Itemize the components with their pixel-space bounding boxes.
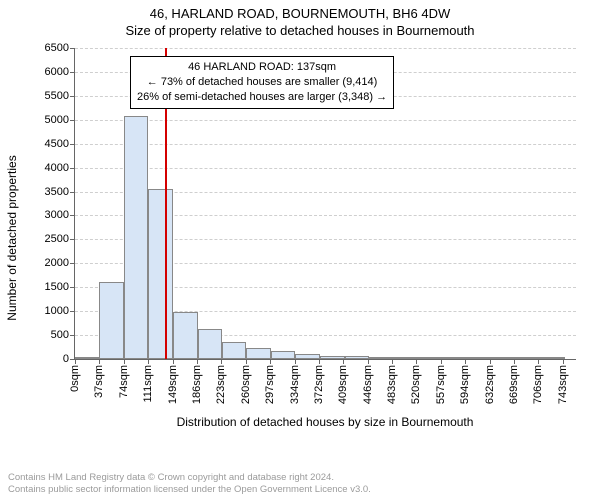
x-tick-mark	[563, 359, 564, 364]
x-tick-label: 223sqm	[215, 365, 227, 404]
attribution-footer: Contains HM Land Registry data © Crown c…	[8, 472, 371, 496]
histogram-bar	[148, 189, 173, 359]
histogram-bar	[467, 357, 492, 359]
x-tick-label: 483sqm	[386, 365, 398, 404]
y-tick-label: 1500	[45, 281, 75, 293]
x-tick-mark	[173, 359, 174, 364]
x-tick-mark	[246, 359, 247, 364]
y-tick-label: 6000	[45, 66, 75, 78]
histogram-bar	[246, 348, 270, 359]
x-tick-label: 260sqm	[240, 365, 252, 404]
histogram-bar	[516, 357, 540, 359]
x-tick-mark	[197, 359, 198, 364]
plot-area: 0500100015002000250030003500400045005000…	[74, 48, 576, 360]
x-tick-label: 632sqm	[484, 365, 496, 404]
x-tick-mark	[490, 359, 491, 364]
histogram-bar	[99, 282, 123, 360]
x-tick-mark	[538, 359, 539, 364]
histogram-bar	[442, 357, 466, 359]
gridline-h	[75, 120, 576, 121]
histogram-chart: Number of detached properties 0500100015…	[20, 48, 588, 428]
y-tick-label: 5500	[45, 90, 75, 102]
x-tick-label: 743sqm	[557, 365, 569, 404]
histogram-bar	[75, 357, 99, 359]
x-tick-mark	[514, 359, 515, 364]
y-tick-label: 1000	[45, 305, 75, 317]
x-tick-mark	[221, 359, 222, 364]
x-tick-label: 594sqm	[459, 365, 471, 404]
x-tick-mark	[343, 359, 344, 364]
gridline-h	[75, 144, 576, 145]
annotation-line: ← 73% of detached houses are smaller (9,…	[137, 75, 387, 90]
histogram-bar	[198, 329, 222, 359]
x-tick-label: 706sqm	[532, 365, 544, 404]
y-tick-label: 3500	[45, 186, 75, 198]
x-tick-mark	[124, 359, 125, 364]
y-tick-label: 4500	[45, 138, 75, 150]
histogram-bar	[124, 116, 148, 359]
x-tick-label: 297sqm	[264, 365, 276, 404]
y-tick-label: 2500	[45, 233, 75, 245]
histogram-bar	[540, 357, 564, 359]
x-tick-label: 334sqm	[289, 365, 301, 404]
x-tick-mark	[148, 359, 149, 364]
x-tick-label: 557sqm	[435, 365, 447, 404]
annotation-line: 26% of semi-detached houses are larger (…	[137, 90, 387, 105]
gridline-h	[75, 48, 576, 49]
histogram-bar	[492, 357, 516, 359]
x-tick-mark	[368, 359, 369, 364]
footer-line1: Contains HM Land Registry data © Crown c…	[8, 472, 371, 484]
x-tick-mark	[75, 359, 76, 364]
gridline-h	[75, 168, 576, 169]
y-axis-label: Number of detached properties	[5, 155, 19, 320]
y-tick-label: 6500	[45, 42, 75, 54]
x-tick-mark	[270, 359, 271, 364]
x-tick-label: 0sqm	[69, 365, 81, 392]
x-axis-label: Distribution of detached houses by size …	[74, 415, 576, 429]
x-tick-label: 409sqm	[337, 365, 349, 404]
x-tick-label: 186sqm	[191, 365, 203, 404]
y-tick-label: 2000	[45, 257, 75, 269]
y-tick-label: 0	[63, 353, 75, 365]
x-tick-label: 111sqm	[142, 365, 154, 403]
x-tick-label: 149sqm	[167, 365, 179, 404]
annotation-box: 46 HARLAND ROAD: 137sqm← 73% of detached…	[130, 56, 394, 109]
histogram-bar	[222, 342, 246, 359]
y-tick-label: 500	[51, 329, 75, 341]
histogram-bar	[173, 312, 197, 359]
histogram-bar	[320, 356, 344, 359]
x-tick-mark	[392, 359, 393, 364]
page-title-line2: Size of property relative to detached ho…	[0, 23, 600, 38]
histogram-bar	[393, 357, 417, 359]
y-tick-label: 5000	[45, 114, 75, 126]
x-tick-mark	[295, 359, 296, 364]
y-tick-label: 3000	[45, 209, 75, 221]
x-tick-label: 37sqm	[93, 365, 105, 398]
x-tick-mark	[441, 359, 442, 364]
y-tick-label: 4000	[45, 162, 75, 174]
footer-line2: Contains public sector information licen…	[8, 484, 371, 496]
histogram-bar	[369, 357, 393, 359]
x-tick-mark	[319, 359, 320, 364]
x-tick-mark	[465, 359, 466, 364]
x-tick-mark	[99, 359, 100, 364]
annotation-line: 46 HARLAND ROAD: 137sqm	[137, 60, 387, 75]
x-tick-label: 372sqm	[313, 365, 325, 404]
x-tick-label: 669sqm	[508, 365, 520, 404]
histogram-bar	[345, 356, 369, 359]
x-tick-mark	[416, 359, 417, 364]
x-tick-label: 446sqm	[362, 365, 374, 404]
histogram-bar	[295, 354, 320, 359]
x-tick-label: 520sqm	[410, 365, 422, 404]
histogram-bar	[271, 351, 295, 359]
page-title-line1: 46, HARLAND ROAD, BOURNEMOUTH, BH6 4DW	[0, 6, 600, 21]
histogram-bar	[418, 357, 442, 359]
x-tick-label: 74sqm	[118, 365, 130, 398]
